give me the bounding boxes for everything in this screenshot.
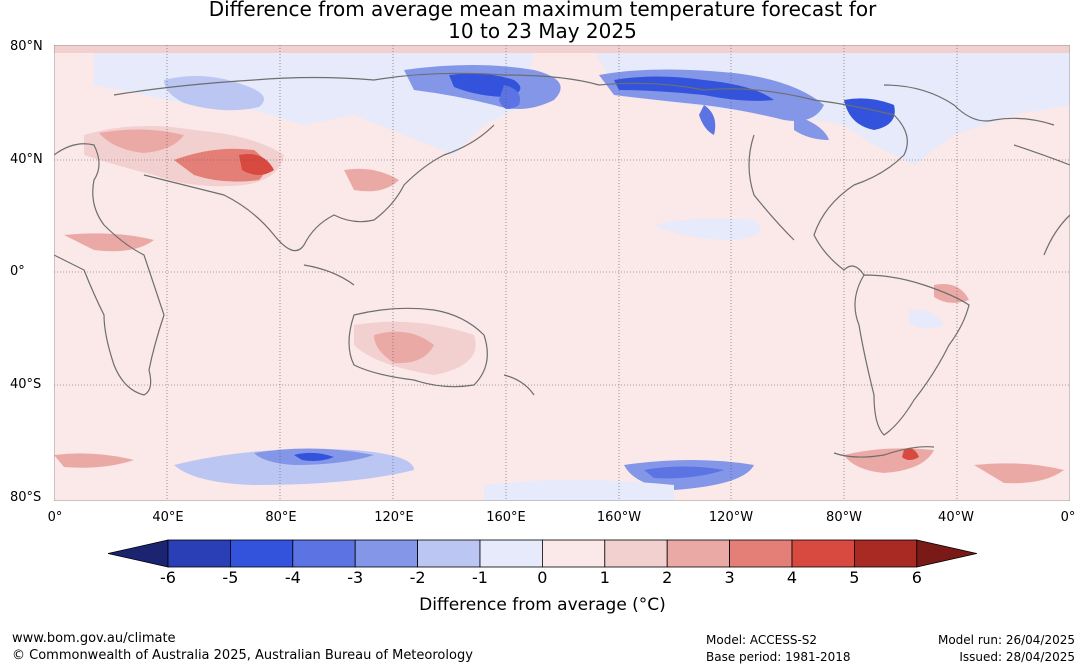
colorbar-bin [292, 539, 356, 568]
lat-label-80s: 80°S [10, 490, 42, 505]
colorbar-tick-label: -6 [160, 568, 176, 587]
lon-label-160e: 160°E [486, 510, 526, 525]
colorbar-tick-label: 3 [724, 568, 735, 587]
footer-model-run: Model run: 26/04/2025 [937, 633, 1075, 647]
colorbar-bin [854, 539, 918, 568]
colorbar-bin [542, 539, 606, 568]
lon-label-120e: 120°E [374, 510, 414, 525]
lat-label-0: 0° [10, 264, 25, 279]
lon-label-80e: 80°E [265, 510, 297, 525]
lat-label-80n: 80°N [10, 39, 43, 54]
southern-ocean-cool-anomalies [174, 448, 754, 501]
colorbar-tick-label: 0 [537, 568, 548, 587]
colorbar-bin [604, 539, 668, 568]
colorbar-tick-label: 6 [911, 568, 922, 587]
colorbar-bin [729, 539, 793, 568]
map-title-line2: 10 to 23 May 2025 [448, 19, 637, 43]
colorbar-label: Difference from average (°C) [419, 595, 666, 615]
colorbar-tick-label: 2 [662, 568, 673, 587]
lon-label-80w: 80°W [826, 510, 862, 525]
lon-label-160w: 160°W [596, 510, 642, 525]
colorbar-tick-label: -2 [409, 568, 426, 587]
colorbar-bin [354, 539, 419, 568]
colorbar-tick-label: -4 [284, 568, 301, 587]
gridlines [54, 45, 1070, 501]
lon-label-0-left: 0° [47, 510, 63, 525]
colorbar-tick-label: 5 [849, 568, 860, 587]
colorbar-tick-label: 4 [786, 568, 798, 587]
colorbar-bin [791, 539, 855, 568]
colorbar-extend-low [107, 539, 169, 568]
lon-label-40e: 40°E [152, 510, 184, 525]
tropics-and-southern-warm-anomalies [54, 233, 1064, 484]
colorbar-tick-label: -3 [347, 568, 364, 587]
colorbar-tick-label: 1 [599, 568, 610, 587]
colorbar-tick-label: -5 [222, 568, 239, 587]
lat-label-40s: 40°S [10, 377, 42, 392]
other-cool-patches [654, 218, 944, 329]
eurasia-warm-anomaly [84, 126, 399, 192]
lat-label-40n: 40°N [10, 152, 43, 167]
footer-copyright: © Commonwealth of Australia 2025, Austra… [12, 648, 473, 663]
colorbar-bin [479, 539, 543, 568]
lon-label-40w: 40°W [938, 510, 974, 525]
colorbar-extend-high [916, 539, 977, 568]
lon-label-0-right: 0° [1060, 510, 1076, 525]
colorbar-bin [417, 539, 481, 568]
colorbar-bin [229, 539, 294, 568]
coastlines [54, 72, 1070, 458]
alaska-canada-cold-anomaly [599, 69, 895, 140]
colorbar [107, 539, 977, 568]
footer-url[interactable]: www.bom.gov.au/climate [12, 631, 176, 646]
siberia-cold-anomaly [164, 65, 561, 111]
colorbar-bin [167, 539, 231, 568]
colorbar-tick-label: -1 [472, 568, 488, 587]
lon-label-120w: 120°W [708, 510, 754, 525]
colorbar-bin [666, 539, 731, 568]
temperature-anomaly-map [54, 45, 1070, 501]
footer-base-period: Base period: 1981-2018 [706, 650, 851, 664]
footer-issued: Issued: 28/04/2025 [959, 650, 1075, 664]
footer-model: Model: ACCESS-S2 [706, 633, 818, 647]
map-title-line1: Difference from average mean maximum tem… [208, 0, 877, 21]
